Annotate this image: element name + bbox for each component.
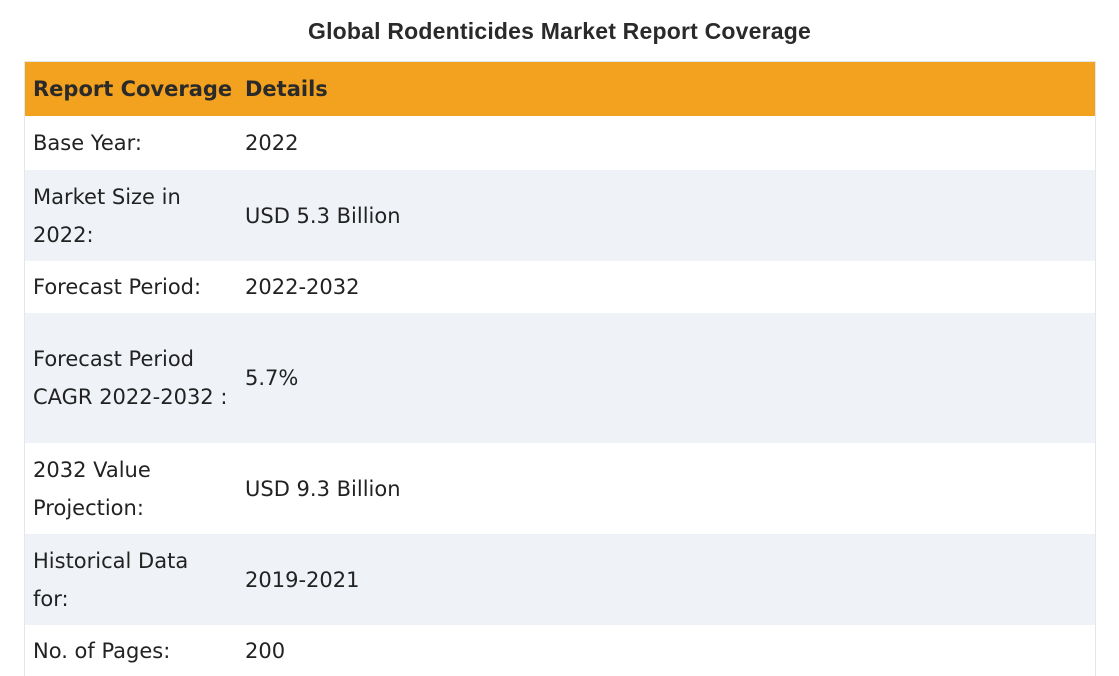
row-value: 5.7% xyxy=(245,366,299,390)
row-label: Forecast Period: xyxy=(33,275,202,299)
column-header-details: Details xyxy=(245,77,328,101)
table-row: No. of Pages: 200 xyxy=(25,625,1095,676)
row-label: 2032 Value Projection: xyxy=(33,457,151,520)
row-label: Forecast Period CAGR 2022-2032 : xyxy=(33,347,228,409)
column-header-report-coverage: Report Coverage xyxy=(33,77,233,101)
table-row: Base Year: 2022 xyxy=(25,116,1095,170)
table-header-row: Report Coverage Details xyxy=(25,62,1095,116)
row-value: USD 5.3 Billion xyxy=(245,203,401,228)
table-row: Forecast Period CAGR 2022-2032 : 5.7% xyxy=(25,313,1095,443)
table-row: Forecast Period: 2022-2032 xyxy=(25,261,1095,313)
page-title: Global Rodenticides Market Report Covera… xyxy=(307,18,811,44)
report-coverage-table: Report Coverage Details Base Year: 2022 … xyxy=(25,62,1095,676)
row-value: 200 xyxy=(245,639,286,663)
row-label: Base Year: xyxy=(33,131,142,155)
row-label: Market Size in 2022: xyxy=(33,184,181,247)
table-row: 2032 Value Projection: USD 9.3 Billion xyxy=(25,443,1095,534)
row-label: No. of Pages: xyxy=(33,639,171,663)
row-value: 2019-2021 xyxy=(245,567,360,592)
table-row: Market Size in 2022: USD 5.3 Billion xyxy=(25,170,1095,261)
table-row: Historical Data for: 2019-2021 xyxy=(25,534,1095,625)
row-label: Historical Data for: xyxy=(33,548,189,611)
row-value: 2022-2032 xyxy=(245,275,360,299)
report-coverage-table-container: Report Coverage Details Base Year: 2022 … xyxy=(24,61,1096,676)
row-value: USD 9.3 Billion xyxy=(245,476,401,501)
row-value: 2022 xyxy=(245,131,299,155)
